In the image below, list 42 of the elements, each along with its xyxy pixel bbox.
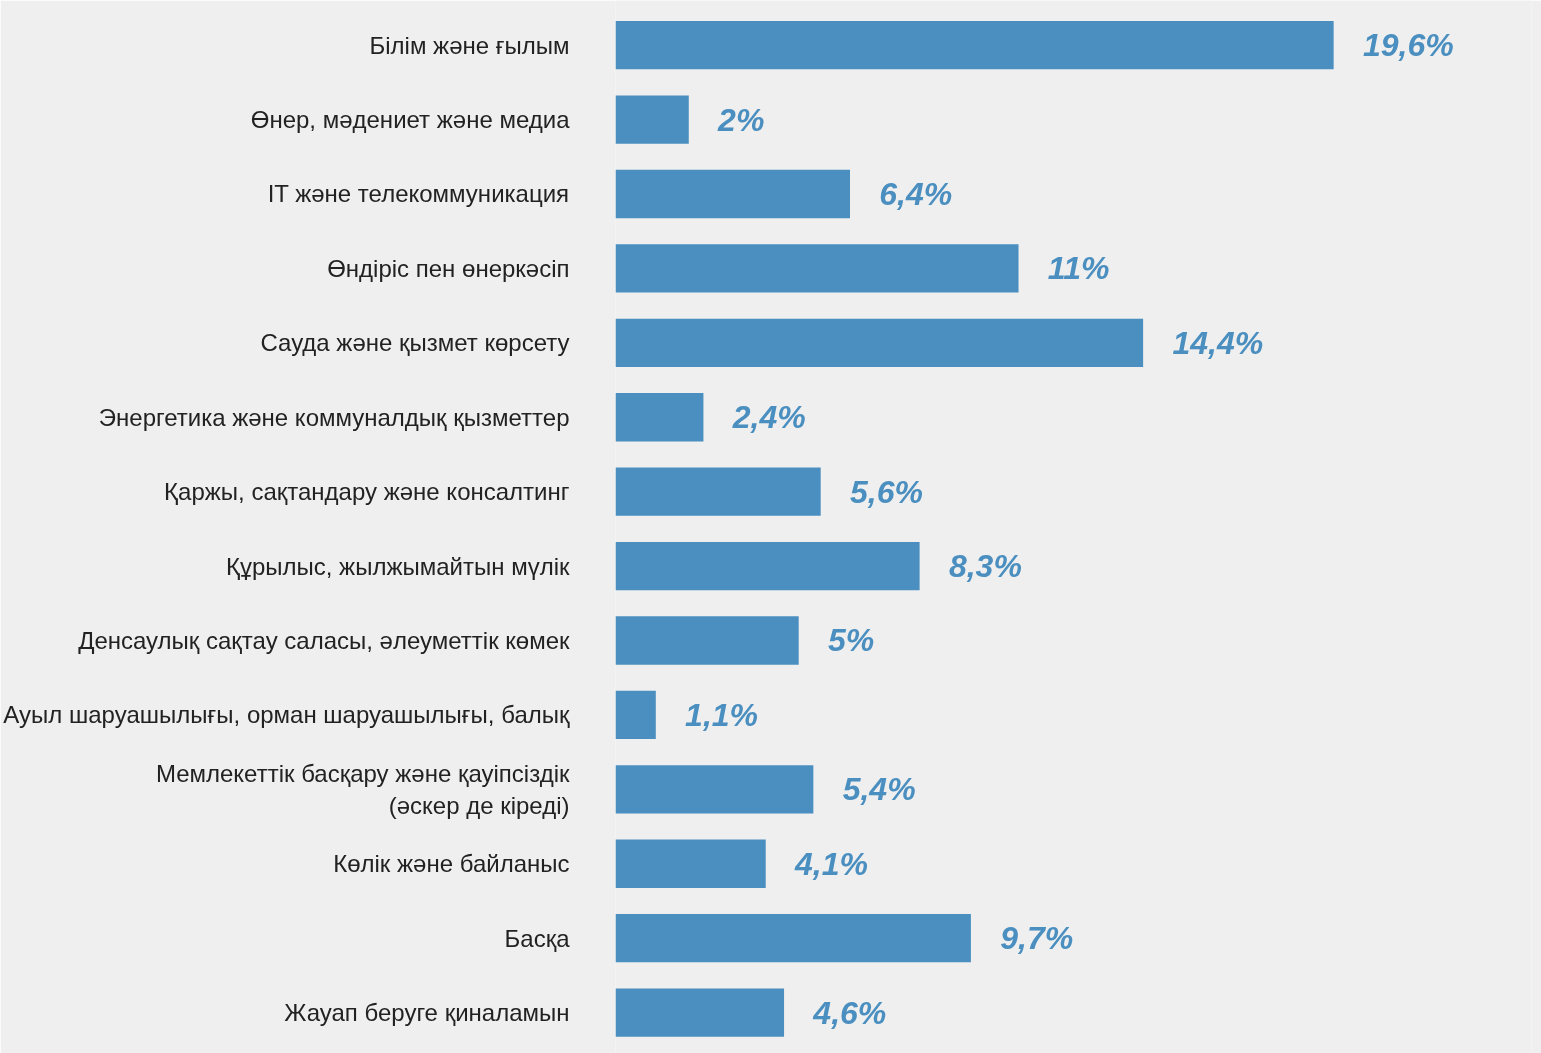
- bar: [615, 616, 799, 665]
- bar: [615, 913, 971, 963]
- y-tick-label: Мемлекеттік басқару және қауіпсіздік (әскер де кіреді): [155, 759, 570, 820]
- data-label: 9,7%: [1000, 920, 1074, 957]
- y-tick-label: Жауап беруге қиналамын: [284, 999, 570, 1027]
- data-label: 19,6%: [1362, 27, 1454, 64]
- data-label: 2%: [717, 101, 765, 138]
- bar: [615, 690, 656, 740]
- data-label: 1,1%: [685, 696, 759, 733]
- bar: [615, 318, 1144, 367]
- data-label: 6,4%: [879, 175, 953, 212]
- bar: [615, 765, 814, 814]
- bar: [615, 467, 821, 516]
- bar: [615, 20, 1334, 70]
- bar: [615, 541, 920, 591]
- bar: [615, 169, 850, 219]
- bar: [615, 244, 1019, 293]
- y-tick-label: IT және телекоммуникация: [267, 180, 570, 208]
- y-tick-label: Денсаулық сақтау саласы, әлеуметтік көмек: [78, 626, 570, 654]
- y-tick-label: Көлік және байланыс: [333, 850, 570, 878]
- bar: [615, 988, 785, 1037]
- data-label: 5,6%: [850, 473, 923, 510]
- y-tick-label: Құрылыс, жылжымайтын мүлік: [225, 552, 570, 580]
- y-tick-label: Басқа: [504, 924, 571, 952]
- data-label: 14,4%: [1172, 324, 1264, 361]
- data-label: 8,3%: [948, 548, 1022, 585]
- y-tick-label: Қаржы, сақтандару және консалтинг: [164, 478, 570, 506]
- y-tick-label: Өндіріс пен өнеркәсіп: [327, 254, 570, 282]
- bar: [615, 95, 689, 144]
- data-label: 2,4%: [731, 399, 806, 436]
- y-tick-label: Энергетика және коммуналдық қызметтер: [98, 403, 570, 431]
- data-label: 5,4%: [842, 771, 916, 808]
- bar: [615, 839, 766, 888]
- data-label: 5%: [828, 622, 875, 659]
- y-tick-label: Білім және ғылым: [369, 31, 570, 59]
- data-label: 4,6%: [812, 994, 887, 1031]
- y-tick-label: Сауда және қызмет көрсету: [260, 329, 570, 357]
- data-label: 11%: [1047, 250, 1110, 287]
- y-tick-label: Ауыл шаруашылығы, орман шаруашылығы, балық: [3, 701, 570, 729]
- y-tick-label: Өнер, мәдениет және медиа: [250, 106, 571, 134]
- bar: [615, 393, 704, 442]
- data-label: 4,1%: [794, 845, 868, 882]
